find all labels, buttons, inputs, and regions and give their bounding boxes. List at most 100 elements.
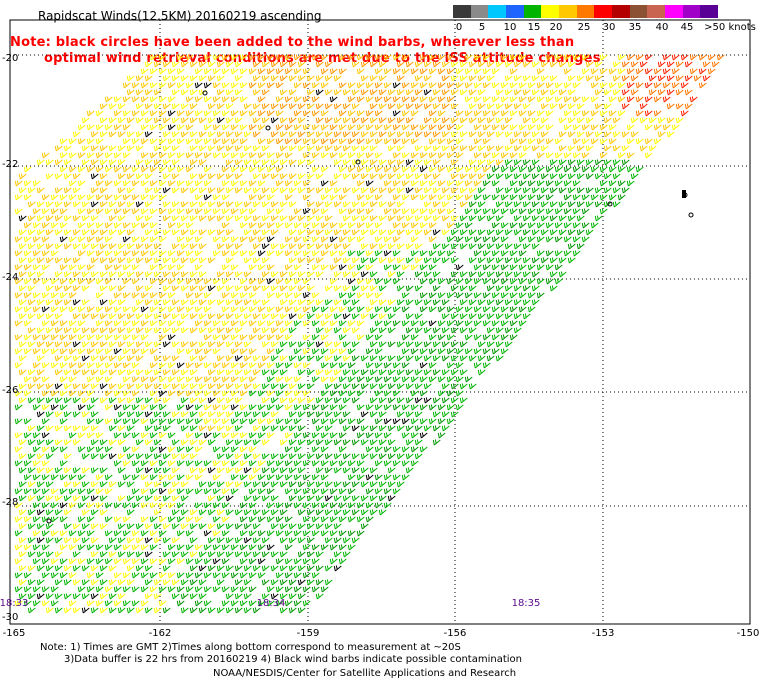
wind-barb: [261, 103, 270, 110]
wind-barb: [63, 453, 72, 460]
wind-barb: [171, 313, 180, 320]
wind-barb: [306, 229, 315, 236]
wind-barb: [509, 124, 518, 131]
wind-barb: [270, 187, 279, 194]
wind-barb: [518, 320, 527, 327]
wind-barb: [405, 103, 414, 110]
wind-barb: [212, 110, 221, 117]
wind-barb: [230, 124, 239, 131]
wind-barb: [626, 138, 635, 145]
wind-barb: [257, 82, 266, 89]
wind-barb: [221, 250, 230, 257]
wind-barb: [113, 110, 122, 117]
wind-barb: [324, 397, 333, 404]
wind-barb: [261, 313, 270, 320]
wind-barb: [486, 299, 495, 306]
wind-barb: [477, 145, 486, 152]
wind-barb: [392, 54, 401, 61]
wind-barb: [113, 306, 122, 313]
wind-barb: [414, 173, 423, 180]
wind-barb: [225, 593, 234, 600]
wind-barb: [266, 208, 275, 215]
wind-barb: [387, 439, 396, 446]
wind-barb: [162, 383, 171, 390]
wind-barb: [455, 68, 464, 75]
wind-barb: [302, 572, 311, 579]
wind-barb: [18, 257, 27, 264]
wind-barb: [50, 292, 59, 299]
wind-barb: [131, 572, 140, 579]
wind-barb: [257, 488, 266, 495]
wind-barb: [77, 334, 86, 341]
wind-barb: [450, 271, 459, 278]
wind-barb: [360, 481, 369, 488]
wind-barb: [549, 173, 558, 180]
wind-barb: [369, 411, 378, 418]
wind-barb: [360, 453, 369, 460]
wind-barb: [59, 166, 68, 173]
wind-barb: [153, 579, 162, 586]
wind-barb: [144, 103, 153, 110]
wind-barb: [113, 208, 122, 215]
wind-barb: [95, 110, 104, 117]
wind-barb: [27, 537, 36, 544]
wind-barb: [68, 572, 77, 579]
wind-barb: [387, 257, 396, 264]
wind-barb: [108, 425, 117, 432]
wind-barb: [266, 306, 275, 313]
wind-barb: [459, 271, 468, 278]
wind-barb: [171, 383, 180, 390]
wind-barb: [297, 215, 306, 222]
wind-barb: [194, 348, 203, 355]
colorbar-swatch: [629, 5, 648, 18]
wind-barb: [158, 460, 167, 467]
wind-barb: [338, 264, 347, 271]
wind-barb: [162, 453, 171, 460]
wind-barb: [36, 467, 45, 474]
wind-barb: [239, 278, 248, 285]
wind-barb: [446, 166, 455, 173]
wind-barb: [86, 404, 95, 411]
wind-barb: [288, 75, 297, 82]
wind-barb: [518, 152, 527, 159]
contamination-circle: [265, 125, 271, 131]
wind-barb: [491, 222, 500, 229]
wind-barb: [153, 509, 162, 516]
wind-barb: [450, 61, 459, 68]
wind-barb: [81, 341, 90, 348]
wind-barb: [428, 306, 437, 313]
wind-barb: [324, 285, 333, 292]
wind-barb: [297, 131, 306, 138]
wind-barb: [261, 369, 270, 376]
wind-barb: [387, 425, 396, 432]
wind-barb: [230, 474, 239, 481]
time-label-1834: 18:34: [256, 598, 286, 609]
wind-barb: [248, 250, 257, 257]
wind-barb: [374, 138, 383, 145]
wind-barb: [279, 383, 288, 390]
wind-barb: [536, 180, 545, 187]
wind-barb: [167, 558, 176, 565]
wind-barb: [311, 558, 320, 565]
wind-barb: [50, 474, 59, 481]
wind-barb: [414, 425, 423, 432]
wind-barb: [288, 607, 297, 614]
wind-barb: [144, 313, 153, 320]
wind-barb: [279, 145, 288, 152]
wind-barb: [266, 530, 275, 537]
wind-barb: [54, 439, 63, 446]
wind-barb: [513, 285, 522, 292]
wind-barb: [266, 110, 275, 117]
wind-barb: [113, 166, 122, 173]
wind-barb: [261, 61, 270, 68]
wind-barb: [68, 264, 77, 271]
wind-barb: [162, 61, 171, 68]
wind-barb: [176, 474, 185, 481]
wind-barb: [365, 502, 374, 509]
wind-barb: [18, 243, 27, 250]
wind-barb: [585, 117, 594, 124]
wind-barb: [279, 89, 288, 96]
wind-barb: [423, 397, 432, 404]
wind-barb: [252, 453, 261, 460]
wind-barb: [194, 236, 203, 243]
